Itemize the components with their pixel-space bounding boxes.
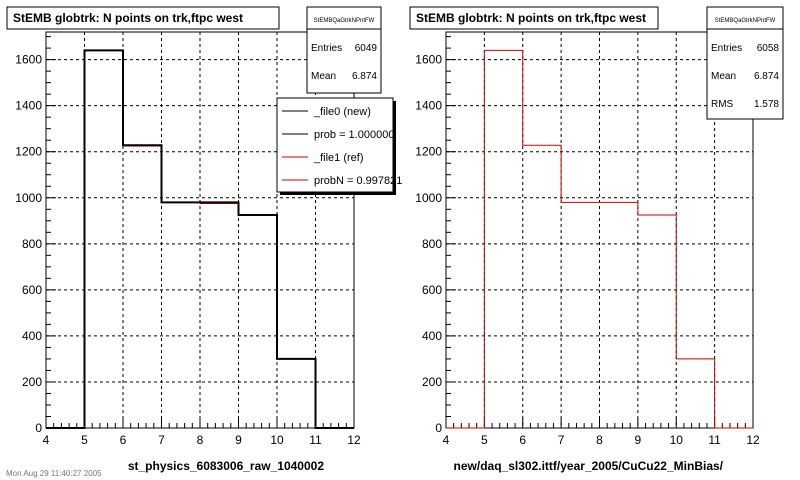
y-tick-label: 1400 bbox=[15, 99, 42, 113]
x-tick-label: 8 bbox=[197, 433, 204, 447]
histogram-series-1 bbox=[446, 49, 753, 429]
y-tick-label: 0 bbox=[35, 421, 42, 435]
stats-label: Entries bbox=[311, 43, 342, 54]
title-box bbox=[409, 6, 659, 30]
x-axis-label: new/daq_sl302.ittf/year_2005/CuCu22_MinB… bbox=[454, 459, 724, 473]
legend-entry: _file0 (new) bbox=[313, 106, 371, 118]
legend-box bbox=[276, 97, 394, 193]
stats-label: Mean bbox=[311, 71, 336, 82]
y-tick-label: 1000 bbox=[415, 191, 442, 205]
y-tick-label: 400 bbox=[22, 329, 42, 343]
stats-value: 6049 bbox=[355, 43, 378, 54]
y-tick-label: 600 bbox=[422, 283, 442, 297]
histogram-line bbox=[446, 49, 753, 429]
y-tick-label: 1400 bbox=[415, 99, 442, 113]
title-box bbox=[6, 6, 280, 30]
stats-value: 6.874 bbox=[352, 71, 377, 82]
y-tick-label: 1600 bbox=[415, 53, 442, 67]
y-tick-label: 400 bbox=[422, 329, 442, 343]
stats-label: Mean bbox=[711, 71, 736, 82]
stats-label: Entries bbox=[711, 43, 742, 54]
x-tick-label: 8 bbox=[596, 433, 603, 447]
x-axis-label: st_physics_6083006_raw_1040002 bbox=[128, 459, 324, 473]
y-tick-label: 0 bbox=[435, 421, 442, 435]
x-tick-label: 9 bbox=[635, 433, 642, 447]
legend-entry: _file1 (ref) bbox=[313, 152, 364, 164]
x-tick-label: 12 bbox=[746, 433, 760, 447]
x-tick-label: 10 bbox=[270, 433, 284, 447]
x-tick-label: 9 bbox=[235, 433, 242, 447]
legend-entry: probN = 0.997821 bbox=[314, 175, 402, 187]
x-tick-label: 11 bbox=[309, 433, 322, 447]
legend-entry: prob = 1.000000 bbox=[314, 129, 394, 141]
stats-box bbox=[706, 6, 784, 120]
y-tick-label: 1600 bbox=[15, 53, 42, 67]
chart-panel-2: 4 5 6 7 8 9 10 11 12 0 200 400 600 800 1000 1200 1400 160… bbox=[409, 6, 784, 473]
stats-box bbox=[306, 6, 382, 94]
y-tick-label: 600 bbox=[22, 283, 42, 297]
histogram-line bbox=[46, 49, 354, 429]
footer-timestamp: Mon Aug 29 11:40:27 2005 bbox=[6, 469, 102, 478]
legend: _file0 (new) prob = 1.000000 _file1 (ref) p… bbox=[276, 97, 402, 193]
y-tick-label: 1200 bbox=[15, 145, 42, 159]
x-tick-label: 6 bbox=[519, 433, 526, 447]
x-tick-label: 4 bbox=[43, 433, 50, 447]
x-tick-label: 5 bbox=[481, 433, 488, 447]
histogram-series-1 bbox=[46, 49, 354, 429]
y-tick-label: 800 bbox=[422, 237, 442, 251]
x-tick-label: 10 bbox=[670, 433, 684, 447]
x-tick-label: 6 bbox=[120, 433, 127, 447]
x-tick-label: 7 bbox=[558, 433, 565, 447]
x-tick-label: 5 bbox=[81, 433, 88, 447]
stats-value: 6058 bbox=[757, 43, 780, 54]
x-tick-label: 4 bbox=[443, 433, 450, 447]
x-tick-label: 11 bbox=[708, 433, 721, 447]
stats-title: StEMBQaGtrkNPntFW bbox=[314, 18, 375, 24]
stats-label: RMS bbox=[711, 99, 734, 110]
stats-value: 1.578 bbox=[754, 99, 779, 110]
chart-panel-1: 4 5 6 7 8 9 10 11 12 0 200 400 600 800 1000 1200 1400 160… bbox=[6, 6, 402, 473]
y-tick-label: 200 bbox=[22, 375, 42, 389]
y-tick-label: 1000 bbox=[15, 191, 42, 205]
chart-title: StEMB globtrk: N points on trk,ftpc west bbox=[416, 11, 646, 25]
y-tick-label: 800 bbox=[22, 237, 42, 251]
stats-value: 6.874 bbox=[754, 71, 779, 82]
stats-title: StEMBQaGtrkNPntFW bbox=[715, 18, 776, 24]
x-tick-label: 12 bbox=[347, 433, 361, 447]
chart-title: StEMB globtrk: N points on trk,ftpc west bbox=[13, 11, 243, 25]
y-tick-label: 1200 bbox=[415, 145, 442, 159]
y-tick-label: 200 bbox=[422, 375, 442, 389]
x-tick-label: 7 bbox=[158, 433, 165, 447]
